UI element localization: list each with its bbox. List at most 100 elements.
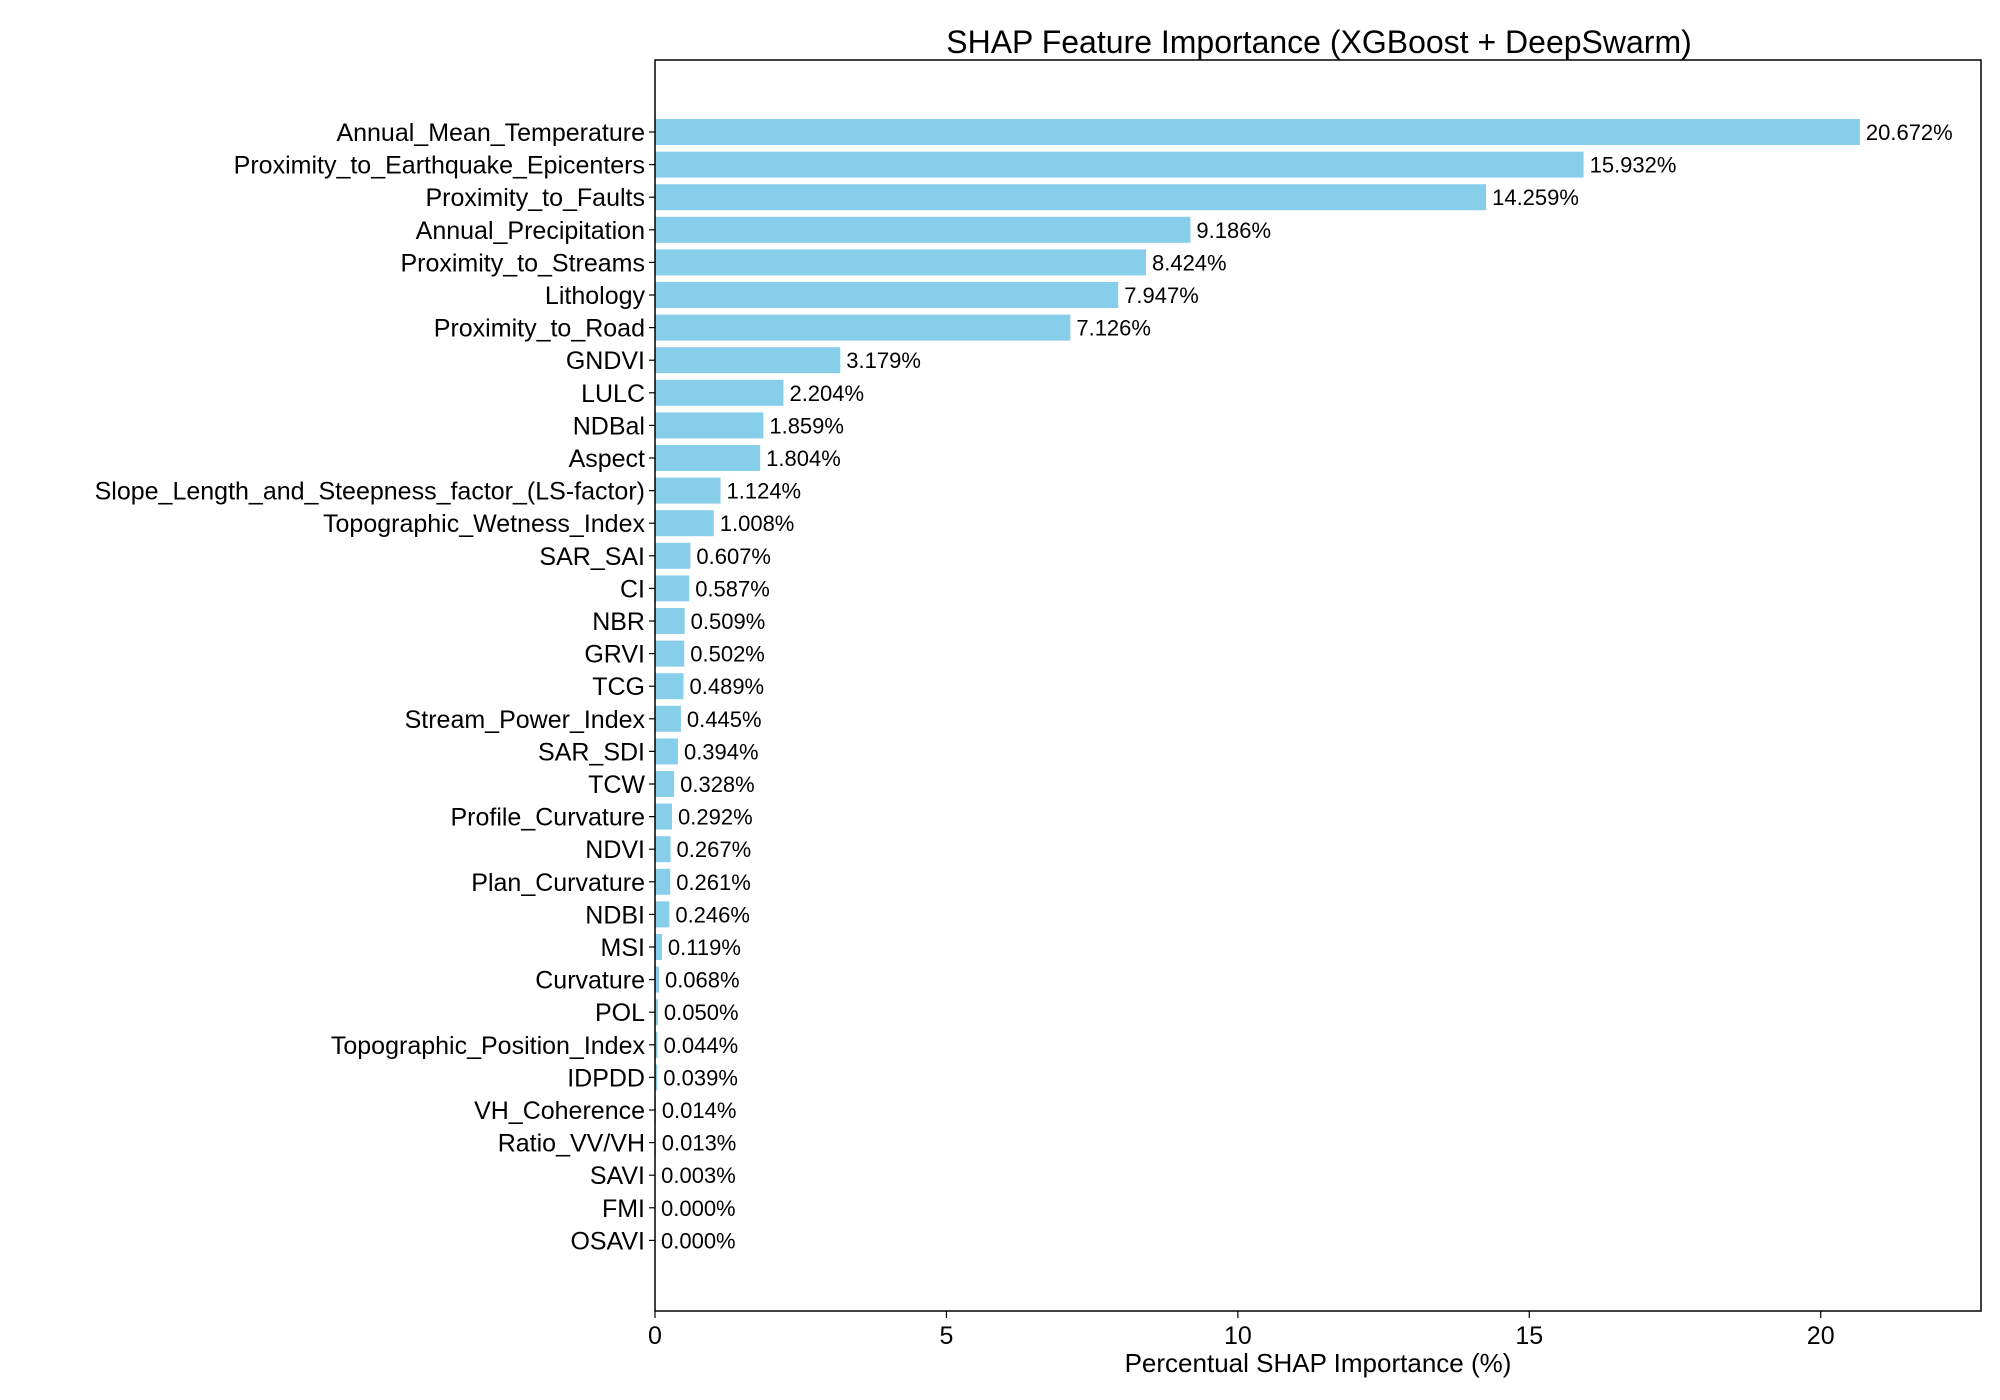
bar: [655, 184, 1487, 211]
bar: [655, 477, 721, 504]
bar: [655, 1031, 658, 1058]
category-label: Annual_Precipitation: [416, 217, 645, 245]
value-labels: 20.672% 15.932% 14.259% 9.186% 8.424% 7.947% 7…: [661, 120, 1953, 1253]
value-label: 0.489%: [690, 674, 765, 699]
bar: [655, 966, 659, 993]
bar: [655, 445, 761, 471]
category-label: GRVI: [584, 641, 645, 669]
category-label: SAR_SAI: [539, 543, 645, 571]
value-label: 0.068%: [665, 968, 740, 993]
bar: [655, 934, 662, 960]
bar: [655, 999, 658, 1026]
bar: [655, 249, 1146, 276]
category-label: LULC: [581, 380, 645, 408]
category-label: Lithology: [545, 282, 646, 310]
value-label: 1.124%: [727, 479, 802, 504]
category-label: TCW: [588, 771, 645, 799]
bar: [655, 216, 1191, 243]
value-label: 0.509%: [691, 609, 766, 634]
value-label: 7.947%: [1124, 283, 1199, 308]
value-label: 1.859%: [769, 413, 844, 438]
x-axis-label: Percentual SHAP Importance (%): [1125, 1348, 1512, 1378]
bar: [655, 282, 1119, 308]
value-label: 0.445%: [687, 707, 762, 732]
category-label: IDPDD: [567, 1064, 645, 1092]
bar: [655, 575, 690, 602]
category-label: Ratio_VV/VH: [498, 1130, 645, 1158]
value-label: 0.003%: [661, 1163, 736, 1188]
category-label: Proximity_to_Earthquake_Epicenters: [234, 152, 645, 180]
bar: [655, 673, 684, 700]
bar: [655, 1064, 658, 1091]
bar: [655, 771, 675, 797]
x-axis-ticks: 0 5 10 15 20: [648, 131, 1835, 1350]
category-label: MSI: [601, 934, 645, 962]
bar: [655, 119, 1860, 145]
value-label: 0.039%: [663, 1065, 738, 1090]
bar: [655, 412, 764, 439]
value-label: 0.000%: [661, 1228, 736, 1253]
bar: [655, 738, 678, 765]
value-label: 15.932%: [1590, 153, 1677, 178]
value-label: 0.261%: [676, 870, 751, 895]
bar: [655, 510, 714, 537]
value-label: 14.259%: [1492, 185, 1579, 210]
category-label: Proximity_to_Road: [434, 315, 645, 343]
value-label: 1.008%: [720, 511, 795, 536]
value-label: 0.587%: [695, 576, 770, 601]
value-label: 0.246%: [675, 902, 750, 927]
category-label: Curvature: [535, 967, 645, 995]
value-label: 0.014%: [662, 1098, 737, 1123]
category-label: SAVI: [590, 1162, 645, 1190]
value-label: 0.292%: [678, 805, 753, 830]
category-label: Stream_Power_Index: [405, 706, 646, 734]
bar: [655, 151, 1584, 178]
bar: [655, 901, 670, 928]
category-label: FMI: [602, 1195, 645, 1223]
category-label: Topographic_Position_Index: [331, 1032, 646, 1060]
value-label: 0.000%: [661, 1196, 736, 1221]
value-label: 7.126%: [1076, 316, 1151, 341]
category-label: VH_Coherence: [474, 1097, 645, 1125]
value-label: 0.013%: [662, 1131, 737, 1156]
value-label: 0.394%: [684, 739, 759, 764]
category-label: Proximity_to_Faults: [425, 184, 645, 212]
category-label: POL: [595, 999, 645, 1027]
x-tick-label: 10: [1224, 1322, 1252, 1350]
value-label: 8.424%: [1152, 250, 1227, 275]
value-label: 0.119%: [668, 935, 741, 960]
x-tick-label: 20: [1807, 1322, 1835, 1350]
bar: [655, 705, 681, 732]
bar: [655, 640, 685, 667]
category-label: Slope_Length_and_Steepness_factor_(LS-fa…: [95, 478, 645, 506]
bar: [655, 347, 841, 374]
category-label: CI: [620, 575, 645, 603]
category-label: NBR: [592, 608, 645, 636]
category-label: NDBal: [573, 412, 645, 440]
category-label: Profile_Curvature: [450, 804, 645, 832]
bar: [655, 868, 671, 895]
value-label: 9.186%: [1196, 218, 1271, 243]
value-label: 0.607%: [696, 544, 771, 569]
bar: [655, 608, 685, 634]
category-label: Plan_Curvature: [471, 869, 645, 897]
category-labels: Annual_Mean_Temperature Proximity_to_Eart…: [95, 119, 646, 1255]
category-label: SAR_SDI: [538, 738, 645, 766]
value-label: 0.050%: [664, 1000, 739, 1025]
bars-layer: [655, 119, 1860, 1189]
category-label: Aspect: [569, 445, 645, 473]
bar: [655, 379, 784, 406]
category-label: NDVI: [585, 836, 645, 864]
value-label: 2.204%: [789, 381, 864, 406]
value-label: 0.328%: [680, 772, 755, 797]
category-label: Topographic_Wetness_Index: [323, 510, 645, 538]
category-label: Proximity_to_Streams: [400, 249, 645, 277]
category-label: GNDVI: [566, 347, 645, 375]
value-label: 0.502%: [690, 642, 765, 667]
value-label: 3.179%: [846, 348, 921, 373]
chart-title: SHAP Feature Importance (XGBoost + DeepS…: [946, 24, 1692, 60]
value-label: 20.672%: [1866, 120, 1953, 145]
x-tick-label: 15: [1515, 1322, 1543, 1350]
bar: [655, 803, 673, 830]
